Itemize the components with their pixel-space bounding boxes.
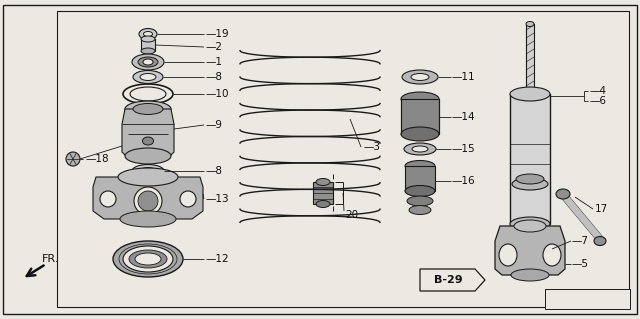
Ellipse shape (123, 246, 173, 272)
Ellipse shape (138, 191, 158, 211)
Text: —7: —7 (572, 236, 589, 246)
Ellipse shape (143, 32, 152, 36)
Ellipse shape (407, 196, 433, 206)
Polygon shape (420, 269, 485, 291)
Ellipse shape (134, 187, 162, 215)
Ellipse shape (512, 178, 548, 190)
Ellipse shape (402, 70, 438, 84)
Ellipse shape (139, 28, 157, 40)
Ellipse shape (120, 211, 176, 227)
Text: S6M4-B3000B: S6M4-B3000B (557, 296, 620, 306)
Text: —18: —18 (85, 154, 109, 164)
Ellipse shape (113, 241, 183, 277)
Ellipse shape (100, 191, 116, 207)
Ellipse shape (132, 165, 164, 177)
Ellipse shape (409, 205, 431, 214)
Text: —3: —3 (363, 142, 380, 152)
Text: 20: 20 (345, 210, 358, 220)
Ellipse shape (132, 54, 164, 70)
Bar (313, 182, 333, 204)
Ellipse shape (316, 179, 330, 186)
Ellipse shape (516, 174, 544, 184)
Polygon shape (93, 177, 203, 219)
Text: FR.: FR. (42, 254, 60, 264)
Ellipse shape (66, 152, 80, 166)
Text: —1: —1 (205, 57, 222, 67)
Text: —13: —13 (205, 194, 228, 204)
Ellipse shape (405, 186, 435, 197)
Ellipse shape (130, 87, 166, 101)
Text: —8: —8 (205, 166, 222, 176)
Text: —14: —14 (452, 112, 476, 122)
Ellipse shape (140, 73, 156, 80)
Bar (57, 11, 629, 307)
Ellipse shape (556, 189, 570, 199)
Text: —2: —2 (205, 42, 222, 52)
Text: 17: 17 (595, 204, 608, 214)
Ellipse shape (129, 250, 167, 268)
Bar (401, 99, 439, 134)
Text: —9: —9 (205, 120, 222, 130)
Ellipse shape (138, 57, 158, 67)
Ellipse shape (499, 244, 517, 266)
Ellipse shape (510, 87, 550, 101)
Ellipse shape (143, 137, 154, 145)
Ellipse shape (118, 168, 178, 186)
Text: —11: —11 (452, 72, 476, 82)
Bar (526, 24, 534, 179)
Ellipse shape (526, 21, 534, 26)
Ellipse shape (125, 101, 171, 117)
Ellipse shape (511, 269, 549, 281)
Text: —6: —6 (590, 96, 607, 106)
Ellipse shape (125, 148, 171, 164)
Text: —8: —8 (205, 72, 222, 82)
Ellipse shape (514, 220, 546, 232)
Ellipse shape (316, 201, 330, 207)
Ellipse shape (405, 160, 435, 172)
Polygon shape (495, 226, 565, 275)
Text: —10: —10 (205, 89, 228, 99)
Text: B-29: B-29 (434, 275, 462, 285)
Polygon shape (122, 109, 174, 156)
Text: —16: —16 (452, 176, 476, 186)
Ellipse shape (510, 217, 550, 231)
Ellipse shape (401, 92, 439, 106)
Ellipse shape (133, 103, 163, 115)
Ellipse shape (133, 70, 163, 84)
Ellipse shape (141, 36, 155, 42)
Ellipse shape (143, 59, 153, 65)
Text: —12: —12 (205, 254, 228, 264)
Ellipse shape (412, 146, 428, 152)
Bar (405, 166, 435, 191)
Text: —19: —19 (205, 29, 228, 39)
Ellipse shape (411, 73, 429, 80)
Ellipse shape (180, 191, 196, 207)
Ellipse shape (140, 167, 156, 174)
Text: —5: —5 (572, 259, 589, 269)
Ellipse shape (401, 127, 439, 141)
Ellipse shape (594, 236, 606, 246)
Ellipse shape (135, 253, 161, 265)
Ellipse shape (543, 244, 561, 266)
Bar (545, 289, 630, 309)
Ellipse shape (404, 143, 436, 155)
Bar (510, 94, 550, 224)
Ellipse shape (141, 48, 155, 54)
Text: —4: —4 (590, 86, 607, 96)
Text: —15: —15 (452, 144, 476, 154)
Bar (141, 39, 155, 51)
